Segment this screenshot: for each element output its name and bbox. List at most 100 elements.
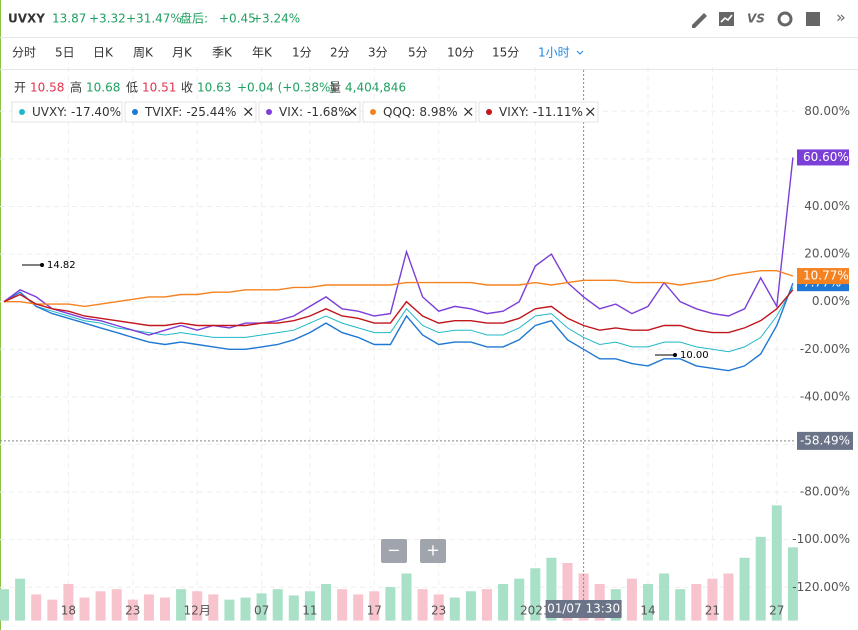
zoom-button[interactable]	[381, 539, 407, 563]
x-tick-label: 21	[705, 604, 720, 618]
high: 10.68	[86, 81, 120, 95]
y-tick-label: -120.00%	[792, 580, 850, 594]
x-tick-label: 2021	[520, 604, 551, 618]
period-tab[interactable]: 3分	[368, 46, 388, 60]
volume-bar	[626, 578, 637, 621]
legend-item: VIXY: -11.11% ×	[478, 101, 599, 123]
legend-separator: :	[63, 105, 67, 119]
legend-text: TVIXF: -25.44%	[144, 105, 236, 119]
y-tick-label: 80.00%	[804, 104, 850, 118]
legend-name: VIX	[279, 105, 299, 119]
x-tick-label: 23	[431, 604, 446, 618]
y-tick-label: -20.00%	[800, 342, 850, 356]
volume-bar	[192, 591, 203, 621]
settings-icon[interactable]	[777, 11, 793, 27]
x-tick-label: 18	[61, 604, 76, 618]
x-tick-label: 23	[125, 604, 140, 618]
volume-bar	[208, 594, 219, 621]
legend-box	[362, 101, 477, 123]
volume-bar	[79, 597, 90, 621]
x-tick-label: 12月	[184, 604, 211, 618]
volume-bar	[0, 589, 9, 621]
end-label: 60.60%	[803, 150, 849, 164]
legend-text: UVXY: -17.40%	[32, 105, 121, 119]
volume-bar	[723, 573, 734, 621]
legend-name: TVIXF	[144, 105, 179, 119]
compare-button[interactable]: VS	[747, 12, 765, 26]
open-label: 开	[14, 81, 26, 95]
legend-name: QQQ	[383, 105, 411, 119]
legend-dot	[486, 109, 492, 115]
legend-separator: :	[411, 105, 415, 119]
volume-bar	[256, 593, 267, 621]
legend-close[interactable]: ×	[462, 103, 475, 121]
volume-bar	[31, 594, 42, 621]
period-tab[interactable]: 年K	[252, 46, 273, 60]
period-tab[interactable]: 季K	[212, 46, 233, 60]
period-tab[interactable]: 15分	[492, 46, 519, 60]
volume-bar	[417, 589, 428, 621]
legend-close[interactable]: ×	[346, 103, 359, 121]
crosshair-badge	[797, 431, 853, 450]
volume-bar	[562, 563, 573, 621]
volume-bar	[63, 583, 74, 621]
y-tick-label: 40.00%	[804, 199, 850, 213]
volume-bar	[47, 599, 58, 621]
period-tab[interactable]: 周K	[133, 46, 154, 60]
draw-icon[interactable]	[692, 13, 707, 28]
change: +3.32	[89, 12, 126, 26]
period-tab[interactable]: 10分	[447, 46, 474, 60]
fullscreen-icon[interactable]	[806, 12, 820, 26]
volume-bar	[337, 589, 348, 621]
zoom-button[interactable]	[420, 539, 446, 563]
legend-close[interactable]: ×	[242, 103, 255, 121]
y-tick-label: -100.00%	[792, 532, 850, 546]
change-pct: +31.47%	[126, 12, 182, 26]
volume-bar	[272, 589, 283, 621]
volume-bar	[433, 594, 444, 621]
volume-bar	[288, 595, 299, 621]
y-tick-label: 20.00%	[804, 247, 850, 261]
legend-dot	[132, 109, 138, 115]
volume-bar	[401, 573, 412, 621]
dropdown-chevron	[576, 50, 584, 55]
legend-text: VIXY: -11.11%	[499, 105, 583, 119]
volume-bar	[385, 587, 396, 621]
annotation: 14.82	[47, 260, 76, 271]
indicator-glyph	[720, 14, 733, 23]
volume-bar	[15, 578, 26, 621]
legend-name: UVXY	[32, 105, 65, 119]
period-tab[interactable]: 1小时	[538, 46, 570, 60]
period-tab[interactable]: 5分	[408, 46, 428, 60]
price: 13.87	[52, 12, 86, 26]
ohlc: 开 10.58 高 10.68 低 10.51 收 10.63 +0.04 (+…	[14, 80, 406, 95]
volume-bar	[643, 583, 653, 621]
period-tab[interactable]: 分时	[12, 46, 36, 60]
period-tab[interactable]: 1分	[292, 46, 312, 60]
legend-dot	[266, 109, 272, 115]
volume-bar	[224, 599, 235, 621]
legend-box	[124, 101, 257, 123]
volume-bar	[95, 591, 106, 621]
crosshair-label: -58.49%	[800, 433, 850, 447]
x-tick-label: 17	[367, 604, 382, 618]
high-label: 高	[70, 80, 82, 95]
period-tab[interactable]: 日K	[93, 46, 114, 60]
period-tab[interactable]: 2分	[330, 46, 350, 60]
zoom-label: +	[426, 541, 439, 560]
after-label: 盘后:	[180, 11, 208, 26]
volume-bar	[353, 594, 364, 621]
period-tab[interactable]: 月K	[172, 46, 193, 60]
period-tab[interactable]: 5日	[55, 46, 75, 60]
volume-bar	[546, 557, 557, 621]
more-button[interactable]: »	[836, 8, 846, 27]
legend-item: UVXY: -17.40%	[11, 101, 123, 123]
legend-value: -17.40%	[71, 105, 121, 119]
symbol: UVXY	[8, 12, 45, 26]
legend-dot	[370, 109, 376, 115]
volume-bar	[449, 597, 460, 621]
volume-bar	[755, 536, 766, 621]
y-tick-label: 0.00%	[812, 294, 850, 308]
legend-close[interactable]: ×	[584, 103, 597, 121]
series-line	[3, 289, 794, 334]
